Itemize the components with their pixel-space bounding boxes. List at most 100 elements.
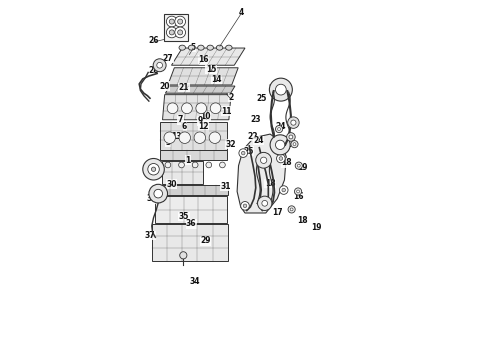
Circle shape (241, 202, 249, 210)
Circle shape (210, 103, 221, 114)
Ellipse shape (188, 45, 195, 50)
Circle shape (258, 196, 272, 211)
Circle shape (287, 133, 295, 141)
Text: 34: 34 (190, 276, 200, 285)
Polygon shape (160, 150, 227, 160)
Circle shape (270, 135, 290, 155)
Text: 12: 12 (198, 122, 209, 131)
Circle shape (153, 59, 166, 72)
Text: 27: 27 (163, 54, 173, 63)
Text: 24: 24 (253, 136, 264, 145)
Circle shape (294, 188, 302, 195)
Circle shape (278, 128, 280, 131)
Text: 22: 22 (247, 132, 257, 141)
Circle shape (179, 132, 191, 143)
Circle shape (296, 190, 299, 193)
Text: 16: 16 (198, 55, 209, 64)
Circle shape (275, 126, 283, 133)
Ellipse shape (207, 45, 214, 50)
Ellipse shape (179, 45, 186, 50)
Circle shape (149, 184, 168, 203)
Polygon shape (168, 68, 238, 85)
Circle shape (169, 19, 174, 24)
Text: 6: 6 (181, 122, 187, 131)
Circle shape (275, 84, 286, 95)
Circle shape (175, 27, 186, 38)
Text: 23: 23 (250, 114, 261, 123)
Polygon shape (155, 196, 227, 223)
Polygon shape (172, 48, 245, 65)
Polygon shape (152, 224, 228, 261)
Text: 31: 31 (220, 182, 230, 191)
Circle shape (196, 103, 207, 114)
Circle shape (143, 158, 164, 180)
Circle shape (220, 162, 225, 168)
Text: 21: 21 (281, 140, 292, 149)
Text: 13: 13 (172, 132, 182, 141)
Circle shape (270, 78, 293, 101)
Text: 25: 25 (244, 147, 254, 156)
Text: 29: 29 (200, 237, 211, 246)
Text: 9: 9 (197, 116, 203, 125)
Text: 2: 2 (228, 93, 233, 102)
Polygon shape (163, 95, 231, 120)
Text: 16: 16 (293, 192, 303, 201)
Text: 21: 21 (179, 83, 189, 92)
Circle shape (288, 206, 295, 213)
Circle shape (282, 188, 286, 192)
Circle shape (167, 16, 177, 27)
Circle shape (293, 143, 296, 145)
Circle shape (209, 132, 220, 143)
Text: 30: 30 (166, 180, 177, 189)
Circle shape (288, 117, 299, 129)
Text: 24: 24 (275, 122, 286, 131)
Text: 15: 15 (206, 65, 216, 74)
Text: 20: 20 (159, 82, 170, 91)
Circle shape (154, 189, 163, 198)
Circle shape (181, 103, 192, 114)
Circle shape (164, 132, 175, 143)
Text: 22: 22 (269, 84, 279, 93)
Circle shape (262, 201, 268, 206)
Circle shape (165, 162, 171, 168)
Text: 5: 5 (191, 43, 196, 52)
Circle shape (290, 208, 293, 211)
Text: 33: 33 (147, 194, 157, 203)
Polygon shape (166, 86, 235, 93)
Text: 18: 18 (297, 216, 308, 225)
Circle shape (279, 157, 283, 160)
Circle shape (192, 162, 198, 168)
Polygon shape (162, 161, 203, 184)
Circle shape (256, 152, 271, 168)
Circle shape (295, 162, 302, 169)
Text: 25: 25 (256, 94, 267, 103)
Text: 3: 3 (165, 138, 171, 147)
Circle shape (261, 157, 267, 163)
Text: 18: 18 (281, 158, 292, 167)
Circle shape (151, 167, 156, 171)
Text: 26: 26 (148, 36, 159, 45)
Ellipse shape (216, 45, 223, 50)
Circle shape (178, 30, 183, 35)
Circle shape (169, 30, 174, 35)
Circle shape (291, 120, 296, 125)
Circle shape (279, 186, 288, 194)
Text: 1: 1 (185, 156, 190, 165)
Text: 10: 10 (200, 112, 211, 121)
Circle shape (157, 62, 163, 68)
Circle shape (275, 140, 285, 149)
Circle shape (206, 162, 212, 168)
Text: 36: 36 (186, 219, 196, 228)
Text: 37: 37 (145, 231, 155, 240)
Text: 19: 19 (297, 163, 308, 172)
Polygon shape (158, 185, 228, 195)
Text: 7: 7 (178, 115, 183, 124)
Ellipse shape (197, 45, 204, 50)
Circle shape (291, 140, 298, 148)
Text: 32: 32 (225, 140, 236, 149)
Circle shape (175, 16, 186, 27)
Circle shape (167, 103, 178, 114)
Text: 11: 11 (221, 107, 232, 116)
Circle shape (178, 19, 183, 24)
Text: 4: 4 (239, 8, 244, 17)
